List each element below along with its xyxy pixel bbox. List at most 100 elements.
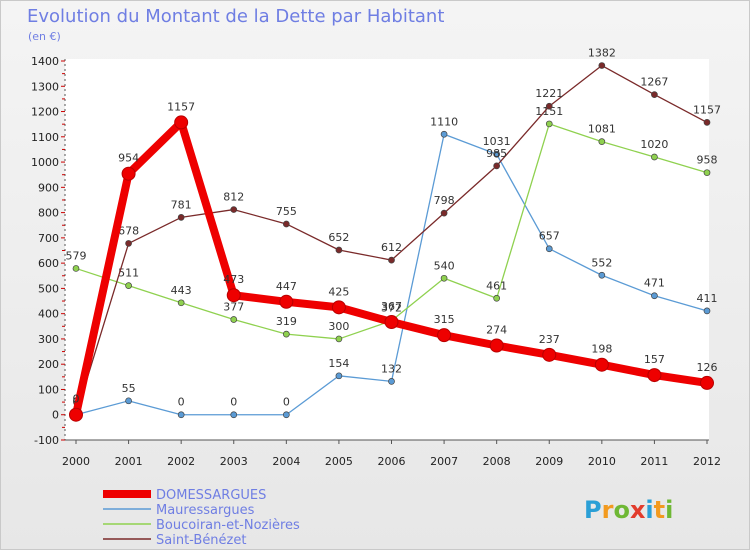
brand-logo: Proxiti [584,496,673,524]
data-label: 1382 [588,47,616,60]
data-label: 1267 [640,76,668,89]
x-tick-label: 2007 [430,455,458,468]
data-point [384,315,399,330]
data-point [177,214,185,221]
plot-area [65,59,709,440]
data-label: 954 [118,152,139,165]
x-tick-label: 2000 [62,455,90,468]
data-label: 300 [328,320,349,333]
data-label: 657 [539,230,560,243]
y-tick-label: 1100 [31,131,59,144]
data-point [125,282,132,289]
data-label: 154 [328,357,349,370]
y-tick-label: 400 [38,308,59,321]
data-label: 425 [328,285,349,298]
data-label: 678 [118,224,139,237]
x-tick-label: 2008 [483,455,511,468]
legend-label: Boucoiran-et-Nozières [156,518,300,533]
data-label: 55 [122,382,136,395]
data-point [125,240,132,247]
data-point [651,292,658,300]
data-label: 755 [276,205,297,218]
data-label: 157 [644,353,665,366]
data-point [700,375,714,390]
data-label: 812 [223,191,244,204]
data-point [703,119,711,126]
y-tick-label: 300 [38,333,59,346]
data-label: 1031 [483,135,511,148]
data-label: 540 [434,259,455,272]
data-label: 0 [178,396,185,409]
data-label: 443 [171,284,192,297]
chart-title: Evolution du Montant de la Dette par Hab… [27,6,445,27]
data-label: 461 [486,279,507,292]
data-label: 367 [381,300,402,313]
data-point [388,378,395,385]
legend-label: Mauressargues [156,503,255,518]
data-point [647,368,662,383]
data-label: 126 [697,361,718,374]
data-point [489,338,504,353]
x-tick-label: 2005 [325,455,353,468]
data-point [545,120,553,128]
data-point [598,271,606,279]
data-point [282,330,290,338]
data-point [437,328,452,343]
data-point [542,347,557,362]
data-point [545,245,553,253]
data-point [335,372,343,380]
data-label: 958 [697,154,718,167]
data-label: 511 [118,267,139,280]
legend-label: DOMESSARGUES [156,488,266,503]
data-label: 1221 [535,87,563,100]
data-label: 652 [328,231,349,244]
data-point [440,274,448,282]
y-tick-label: 600 [38,257,59,270]
y-tick-label: 900 [38,181,59,194]
data-label: 198 [591,343,612,356]
data-label: 798 [434,194,455,207]
y-tick-label: 500 [38,282,59,295]
data-label: 447 [276,280,297,293]
x-tick-label: 2001 [115,455,143,468]
data-point [177,299,185,307]
x-tick-label: 2011 [640,455,668,468]
data-point [230,206,238,213]
data-point [230,316,238,323]
x-tick-label: 2010 [588,455,616,468]
data-point [335,335,343,343]
data-point [594,357,609,372]
brand-letter: t [654,496,665,524]
data-point [230,411,238,419]
brand-letter: i [665,496,673,524]
data-point [388,256,395,264]
data-point [703,307,711,315]
data-point [226,288,241,303]
data-point [331,300,346,315]
data-point [69,407,83,422]
data-label: 237 [539,333,560,346]
brand-letter: x [630,496,646,524]
data-label: 372 [381,302,402,315]
y-tick-label: 1000 [31,156,59,169]
data-label: 579 [66,249,87,262]
brand-letter: r [602,496,614,524]
legend-label: Saint-Bénézet [156,533,246,548]
data-point [703,169,711,177]
y-tick-label: 1300 [31,80,59,93]
data-point [545,102,553,110]
data-point [493,150,501,158]
data-point [651,91,658,98]
data-label: 377 [223,300,244,313]
data-point [282,411,290,419]
data-point [177,411,185,419]
data-point [72,265,80,272]
x-tick-label: 2004 [272,455,300,468]
x-tick-label: 2009 [535,455,563,468]
y-tick-label: 1400 [31,55,59,68]
y-tick-label: 0 [52,409,59,422]
data-point [598,138,606,145]
data-point [493,162,501,170]
data-point [125,397,132,405]
y-tick-label: 100 [38,383,59,396]
